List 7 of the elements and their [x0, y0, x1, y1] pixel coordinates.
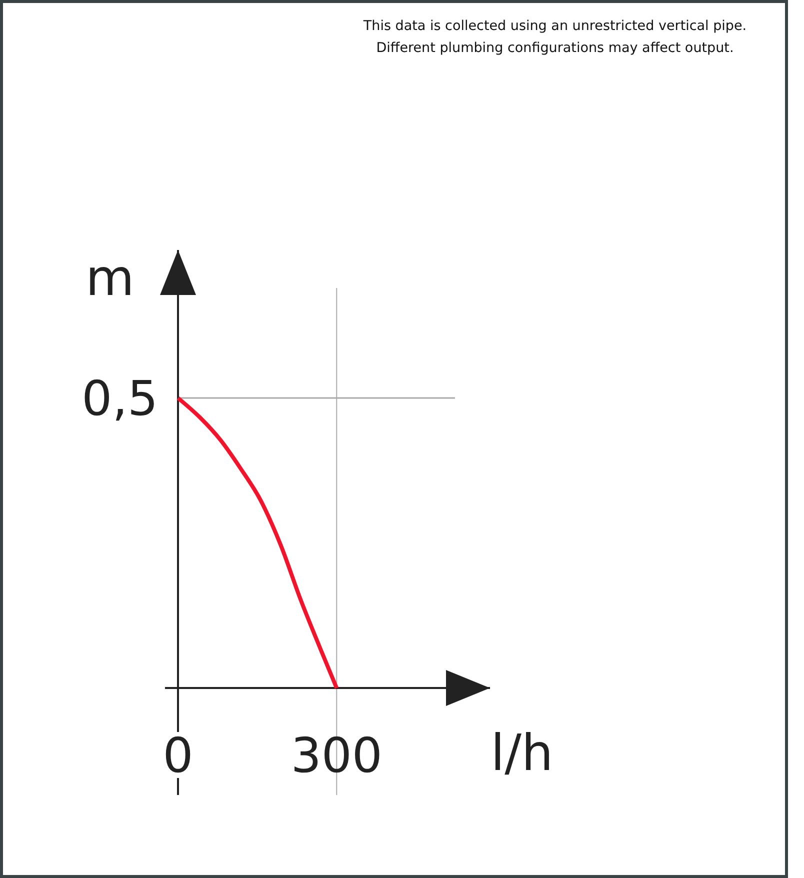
x-tick-label: 300	[290, 728, 382, 784]
x-tick-label: 0	[162, 728, 194, 784]
y-axis-title: m	[86, 249, 134, 307]
text: This data is collected using an unrestricted vertical pipe.	[362, 18, 747, 34]
annotation: 0,5	[82, 371, 158, 427]
x-axis-title: l/h	[490, 724, 554, 782]
text: Different plumbing configurations may affect output.	[376, 40, 734, 56]
